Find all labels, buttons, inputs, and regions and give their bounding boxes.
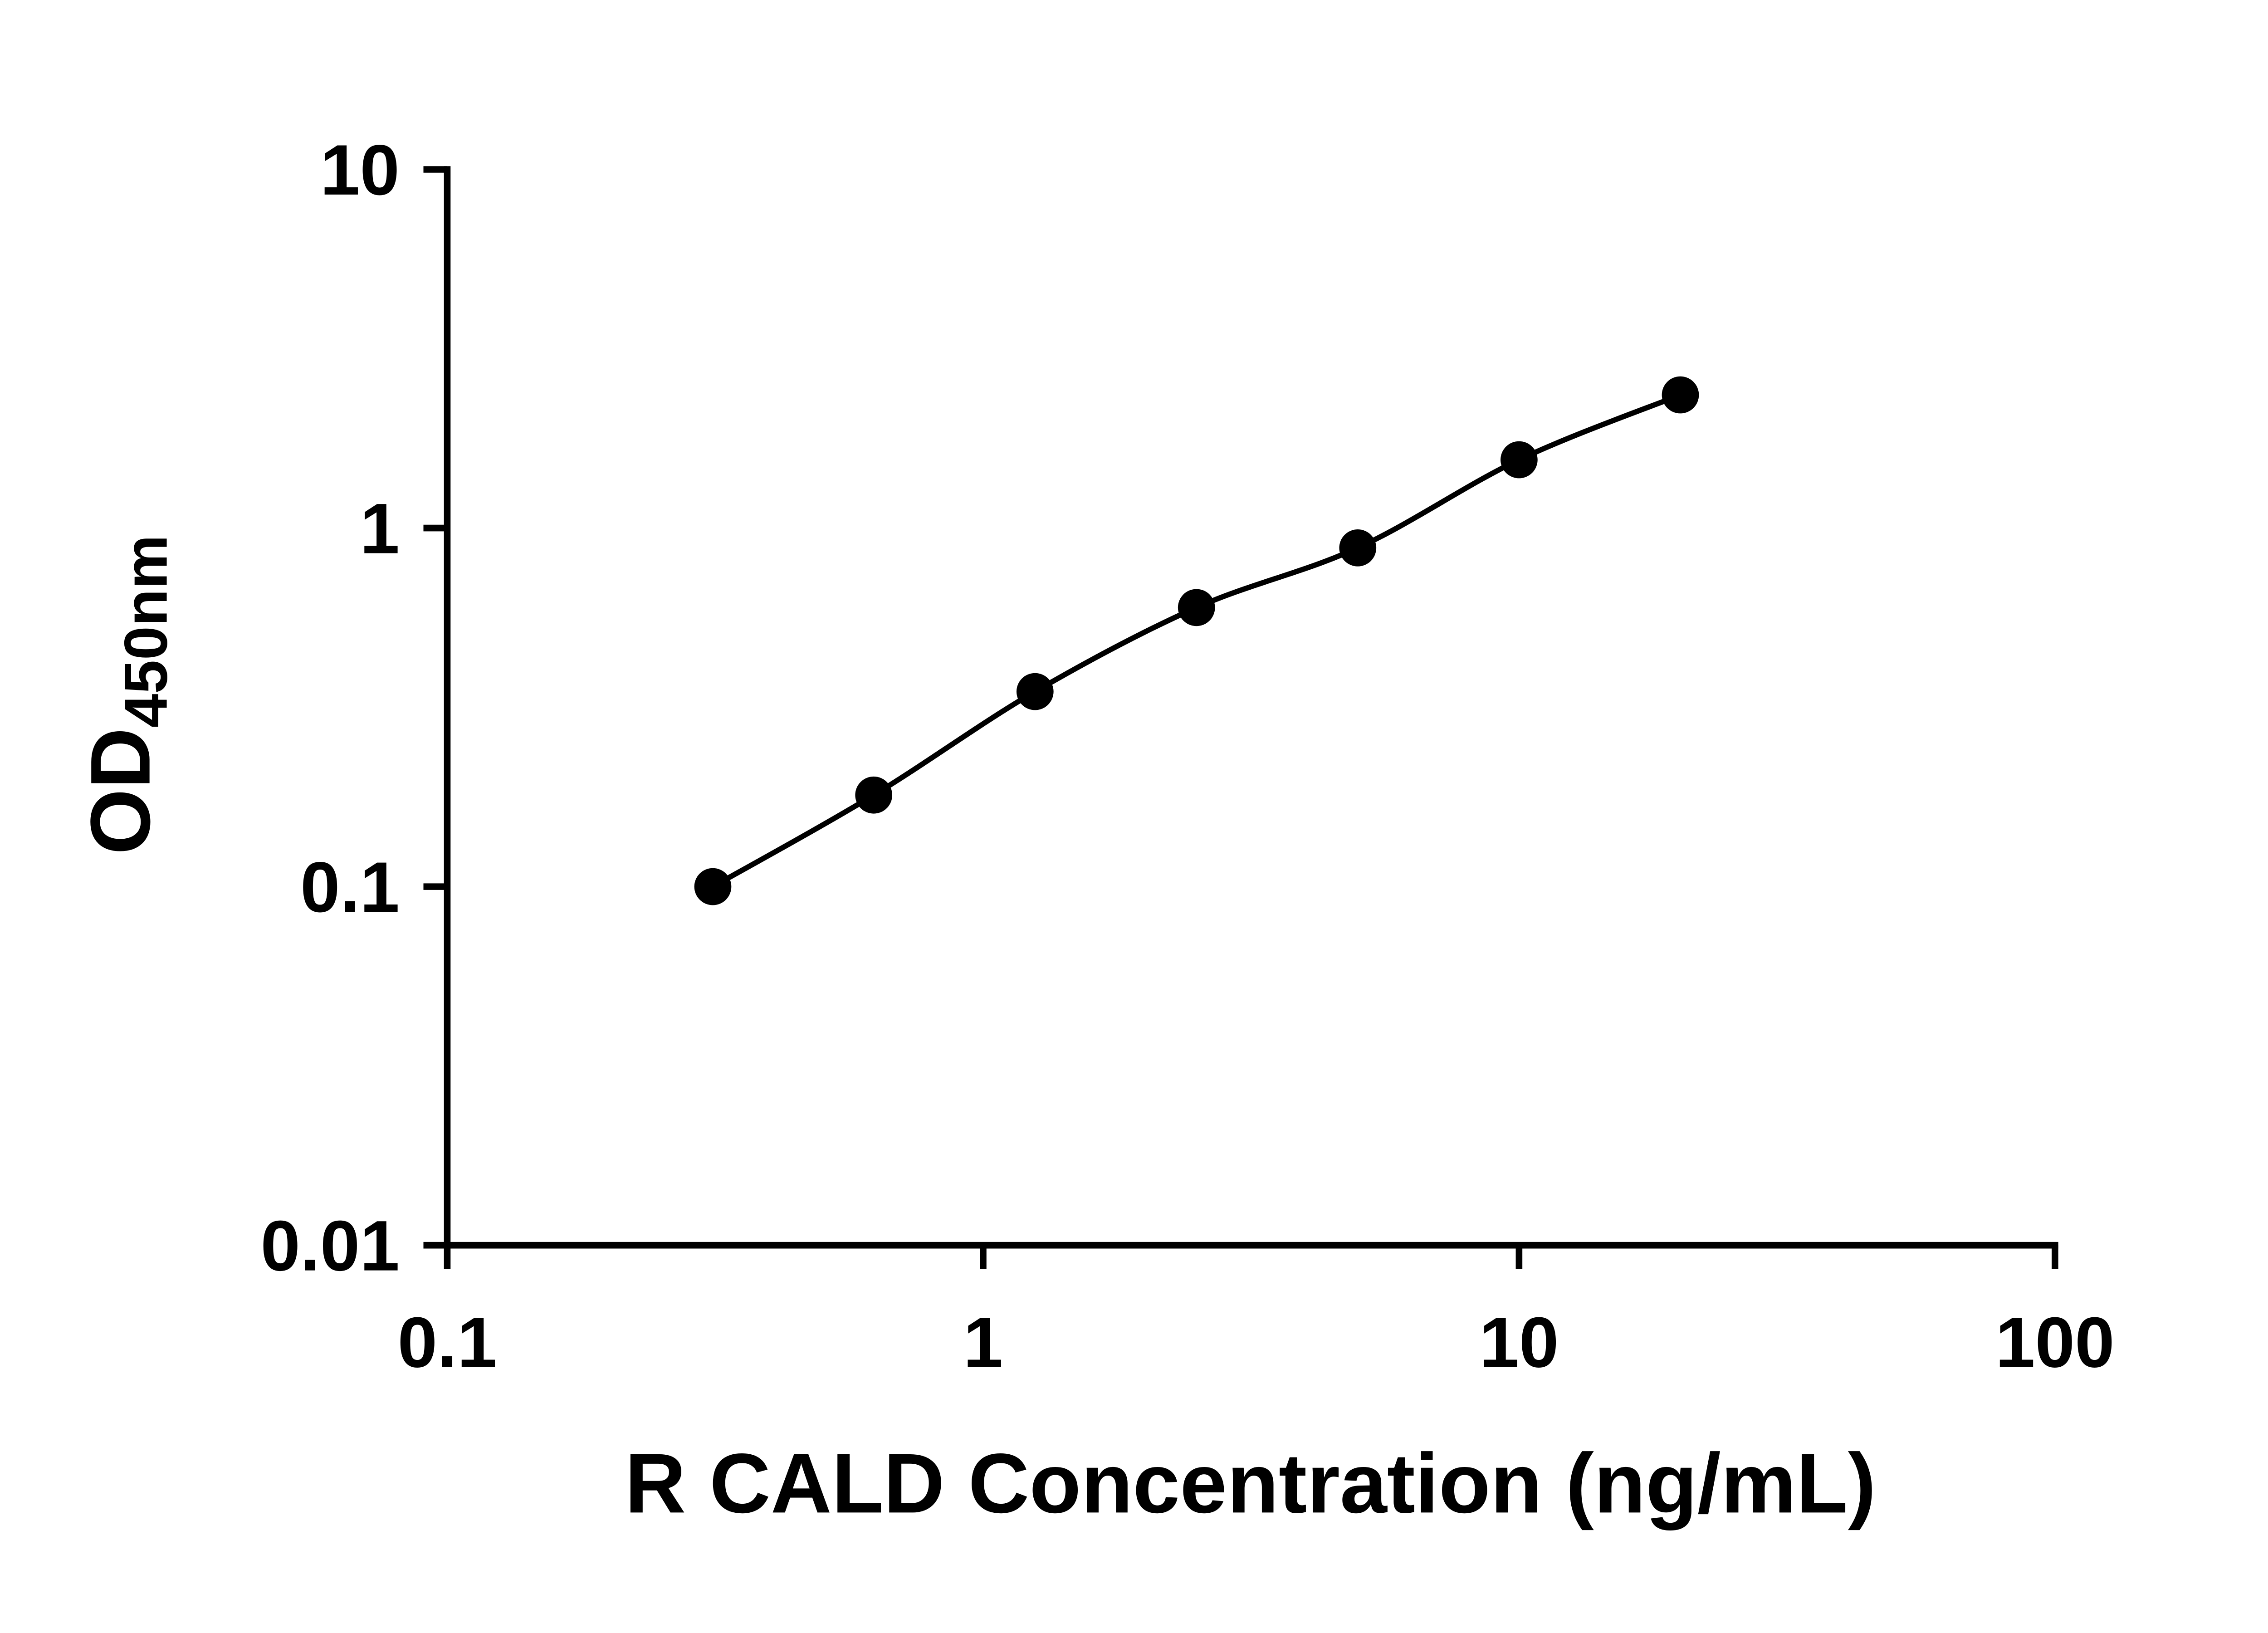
y-tick-label: 1 xyxy=(360,489,400,568)
y-tick-label: 0.01 xyxy=(260,1206,400,1286)
x-tick-label: 1 xyxy=(963,1303,1003,1383)
data-point xyxy=(1016,673,1054,710)
y-tick-label: 10 xyxy=(320,130,400,210)
plot-layer: 0.1 1 10 100 0.01 0.1 1 10 xyxy=(260,130,2114,1383)
x-tick-label: 10 xyxy=(1479,1303,1559,1383)
y-tick-label: 0.1 xyxy=(300,847,400,927)
data-point xyxy=(1501,441,1538,479)
data-point xyxy=(855,776,893,814)
y-axis-title-main: OD xyxy=(73,728,168,855)
y-axis-title: OD450nm xyxy=(73,535,180,855)
x-tick-label: 0.1 xyxy=(398,1303,497,1383)
x-axis-title: R CALD Concentration (ng/mL) xyxy=(625,1436,1876,1530)
data-point xyxy=(1339,529,1377,567)
y-axis-title-subscript: 450nm xyxy=(112,535,180,728)
data-point xyxy=(1662,376,1699,414)
data-point xyxy=(1178,589,1215,626)
x-tick-label: 100 xyxy=(1995,1303,2115,1383)
data-point xyxy=(694,868,732,905)
